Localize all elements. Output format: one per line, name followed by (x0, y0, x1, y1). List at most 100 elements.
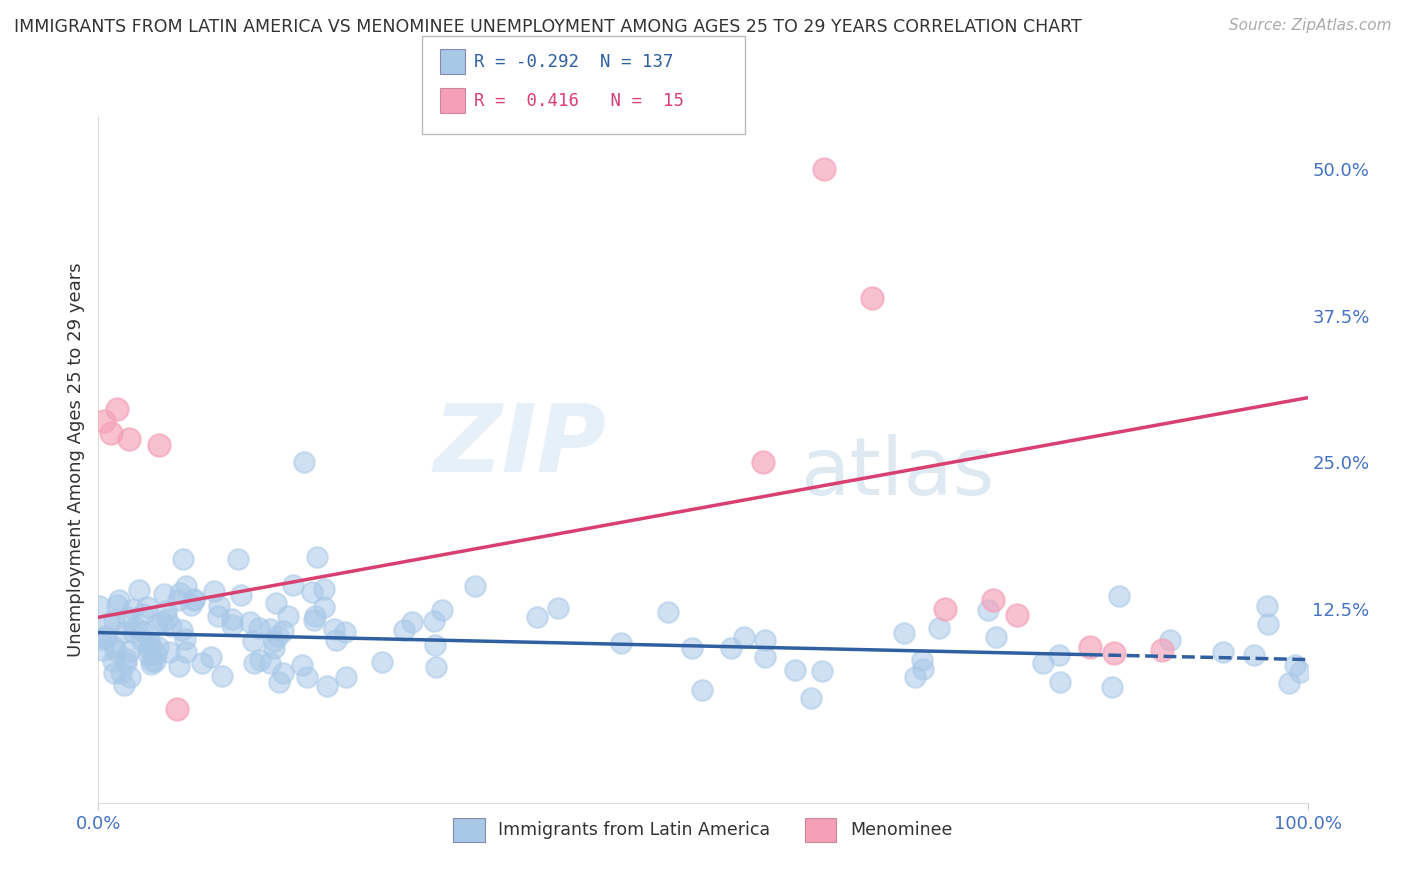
Point (259, 622, 281, 636)
Point (813, 161, 835, 176)
Point (146, 640, 169, 654)
Point (269, 675, 291, 690)
Point (105, 402, 128, 417)
Point (190, 656, 212, 670)
Point (103, 640, 125, 654)
Point (115, 652, 138, 666)
Point (239, 615, 262, 630)
Point (148, 438, 170, 452)
Text: R = -0.292  N = 137: R = -0.292 N = 137 (474, 53, 673, 70)
Point (264, 596, 287, 610)
Point (1102, 646, 1125, 660)
Point (211, 668, 233, 682)
Point (117, 610, 139, 624)
Point (657, 605, 679, 619)
Point (131, 624, 153, 638)
Point (1032, 657, 1054, 671)
Point (312, 582, 335, 596)
Text: atlas: atlas (800, 434, 994, 512)
Point (120, 670, 142, 684)
Point (1108, 589, 1130, 603)
Point (141, 655, 163, 669)
Point (893, 626, 915, 640)
Point (105, 598, 128, 612)
Point (172, 623, 194, 637)
Point (103, 613, 125, 627)
Point (783, 663, 806, 677)
Point (226, 552, 249, 566)
Point (221, 618, 243, 632)
Point (132, 607, 155, 621)
Point (259, 657, 281, 671)
Point (464, 579, 486, 593)
Point (101, 654, 124, 668)
Point (754, 650, 776, 665)
Point (1047, 648, 1070, 663)
Point (200, 650, 222, 665)
Point (110, 665, 132, 680)
Point (911, 653, 934, 667)
Point (128, 582, 150, 597)
Point (904, 670, 927, 684)
Point (986, 630, 1008, 644)
Point (160, 619, 183, 633)
Point (314, 600, 336, 615)
Point (325, 633, 347, 648)
Point (911, 662, 934, 676)
Point (104, 644, 127, 658)
Point (136, 599, 159, 614)
Point (231, 588, 253, 602)
Point (249, 652, 271, 666)
Point (610, 635, 633, 649)
Point (150, 615, 173, 630)
Point (208, 599, 231, 614)
Point (292, 455, 315, 469)
Point (172, 552, 194, 566)
Point (811, 664, 834, 678)
Point (131, 634, 153, 648)
Point (301, 584, 323, 599)
Point (1078, 640, 1101, 654)
Point (141, 657, 163, 671)
Point (242, 634, 264, 648)
Point (169, 585, 191, 599)
Point (1101, 680, 1123, 694)
Point (87, 599, 110, 613)
Point (1278, 675, 1301, 690)
Point (295, 670, 318, 684)
Point (432, 603, 454, 617)
Point (89, 632, 111, 646)
Point (267, 629, 290, 643)
Point (425, 638, 447, 652)
Point (145, 617, 167, 632)
Point (167, 592, 190, 607)
Point (115, 656, 138, 670)
Point (271, 666, 294, 681)
Text: R =  0.416   N =  15: R = 0.416 N = 15 (474, 92, 683, 110)
Point (93, 414, 115, 428)
Point (1256, 599, 1278, 613)
Point (139, 640, 162, 654)
Point (136, 648, 159, 662)
Point (733, 630, 755, 644)
Point (145, 647, 167, 661)
Point (157, 645, 180, 659)
Point (91, 643, 114, 657)
Point (291, 657, 314, 672)
Point (112, 678, 135, 692)
Point (1152, 643, 1174, 657)
Point (263, 634, 285, 648)
Point (207, 608, 229, 623)
Point (423, 614, 446, 628)
Point (401, 615, 423, 630)
Point (934, 602, 956, 616)
Point (928, 621, 950, 635)
Point (720, 640, 742, 655)
Point (335, 670, 357, 684)
Point (526, 609, 548, 624)
Point (169, 658, 191, 673)
Legend: Immigrants from Latin America, Menominee: Immigrants from Latin America, Menominee (446, 811, 960, 849)
Point (124, 620, 146, 634)
Point (1159, 633, 1181, 648)
Point (681, 640, 703, 655)
